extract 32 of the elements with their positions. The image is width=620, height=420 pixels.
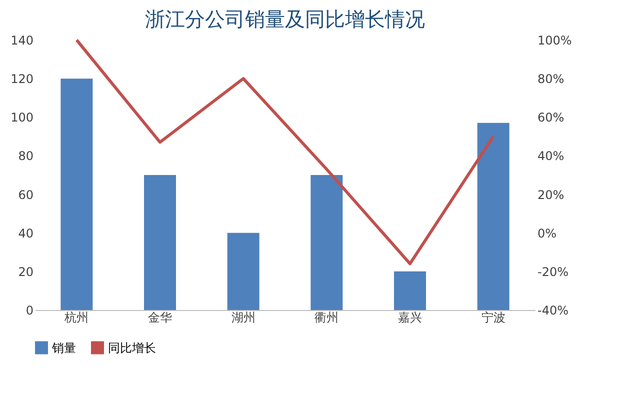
bar <box>60 78 93 310</box>
bar <box>310 175 343 310</box>
x-tick-label: 嘉兴 <box>398 310 422 324</box>
bar <box>227 232 260 310</box>
y-tick-label: 140 <box>10 34 34 48</box>
bar <box>394 271 426 310</box>
y2-tick-label: -40% <box>538 304 569 318</box>
legend-label: 销量 <box>51 340 76 355</box>
chart-title: 浙江分公司销量及同比增长情况 <box>145 7 425 31</box>
y2-tick-label: 60% <box>538 110 564 125</box>
y-tick-label: 20 <box>18 264 34 279</box>
x-tick-label: 杭州 <box>64 310 89 324</box>
legend-label: 同比增长 <box>108 340 156 355</box>
x-tick-label: 衢州 <box>314 310 339 324</box>
y-tick-label: 80 <box>18 149 34 164</box>
y2-tick-label: 80% <box>538 72 564 86</box>
x-tick-label: 湖州 <box>231 310 256 324</box>
x-tick-label: 宁波 <box>481 310 506 324</box>
y2-tick-label: 0% <box>538 226 557 240</box>
y2-tick-label: 40% <box>538 149 564 164</box>
bar <box>144 175 176 310</box>
y2-tick-label: 20% <box>538 188 564 202</box>
y-tick-label: 40 <box>18 226 34 240</box>
x-tick-label: 金华 <box>148 310 172 324</box>
y-tick-label: 100 <box>10 110 34 125</box>
y2-tick-label: 100% <box>538 34 572 48</box>
bar <box>477 122 510 310</box>
y-tick-label: 60 <box>18 188 34 202</box>
y-tick-label: 120 <box>10 72 34 86</box>
y-tick-label: 0 <box>26 304 34 318</box>
line-series <box>75 38 495 266</box>
y2-tick-label: -20% <box>538 264 569 279</box>
